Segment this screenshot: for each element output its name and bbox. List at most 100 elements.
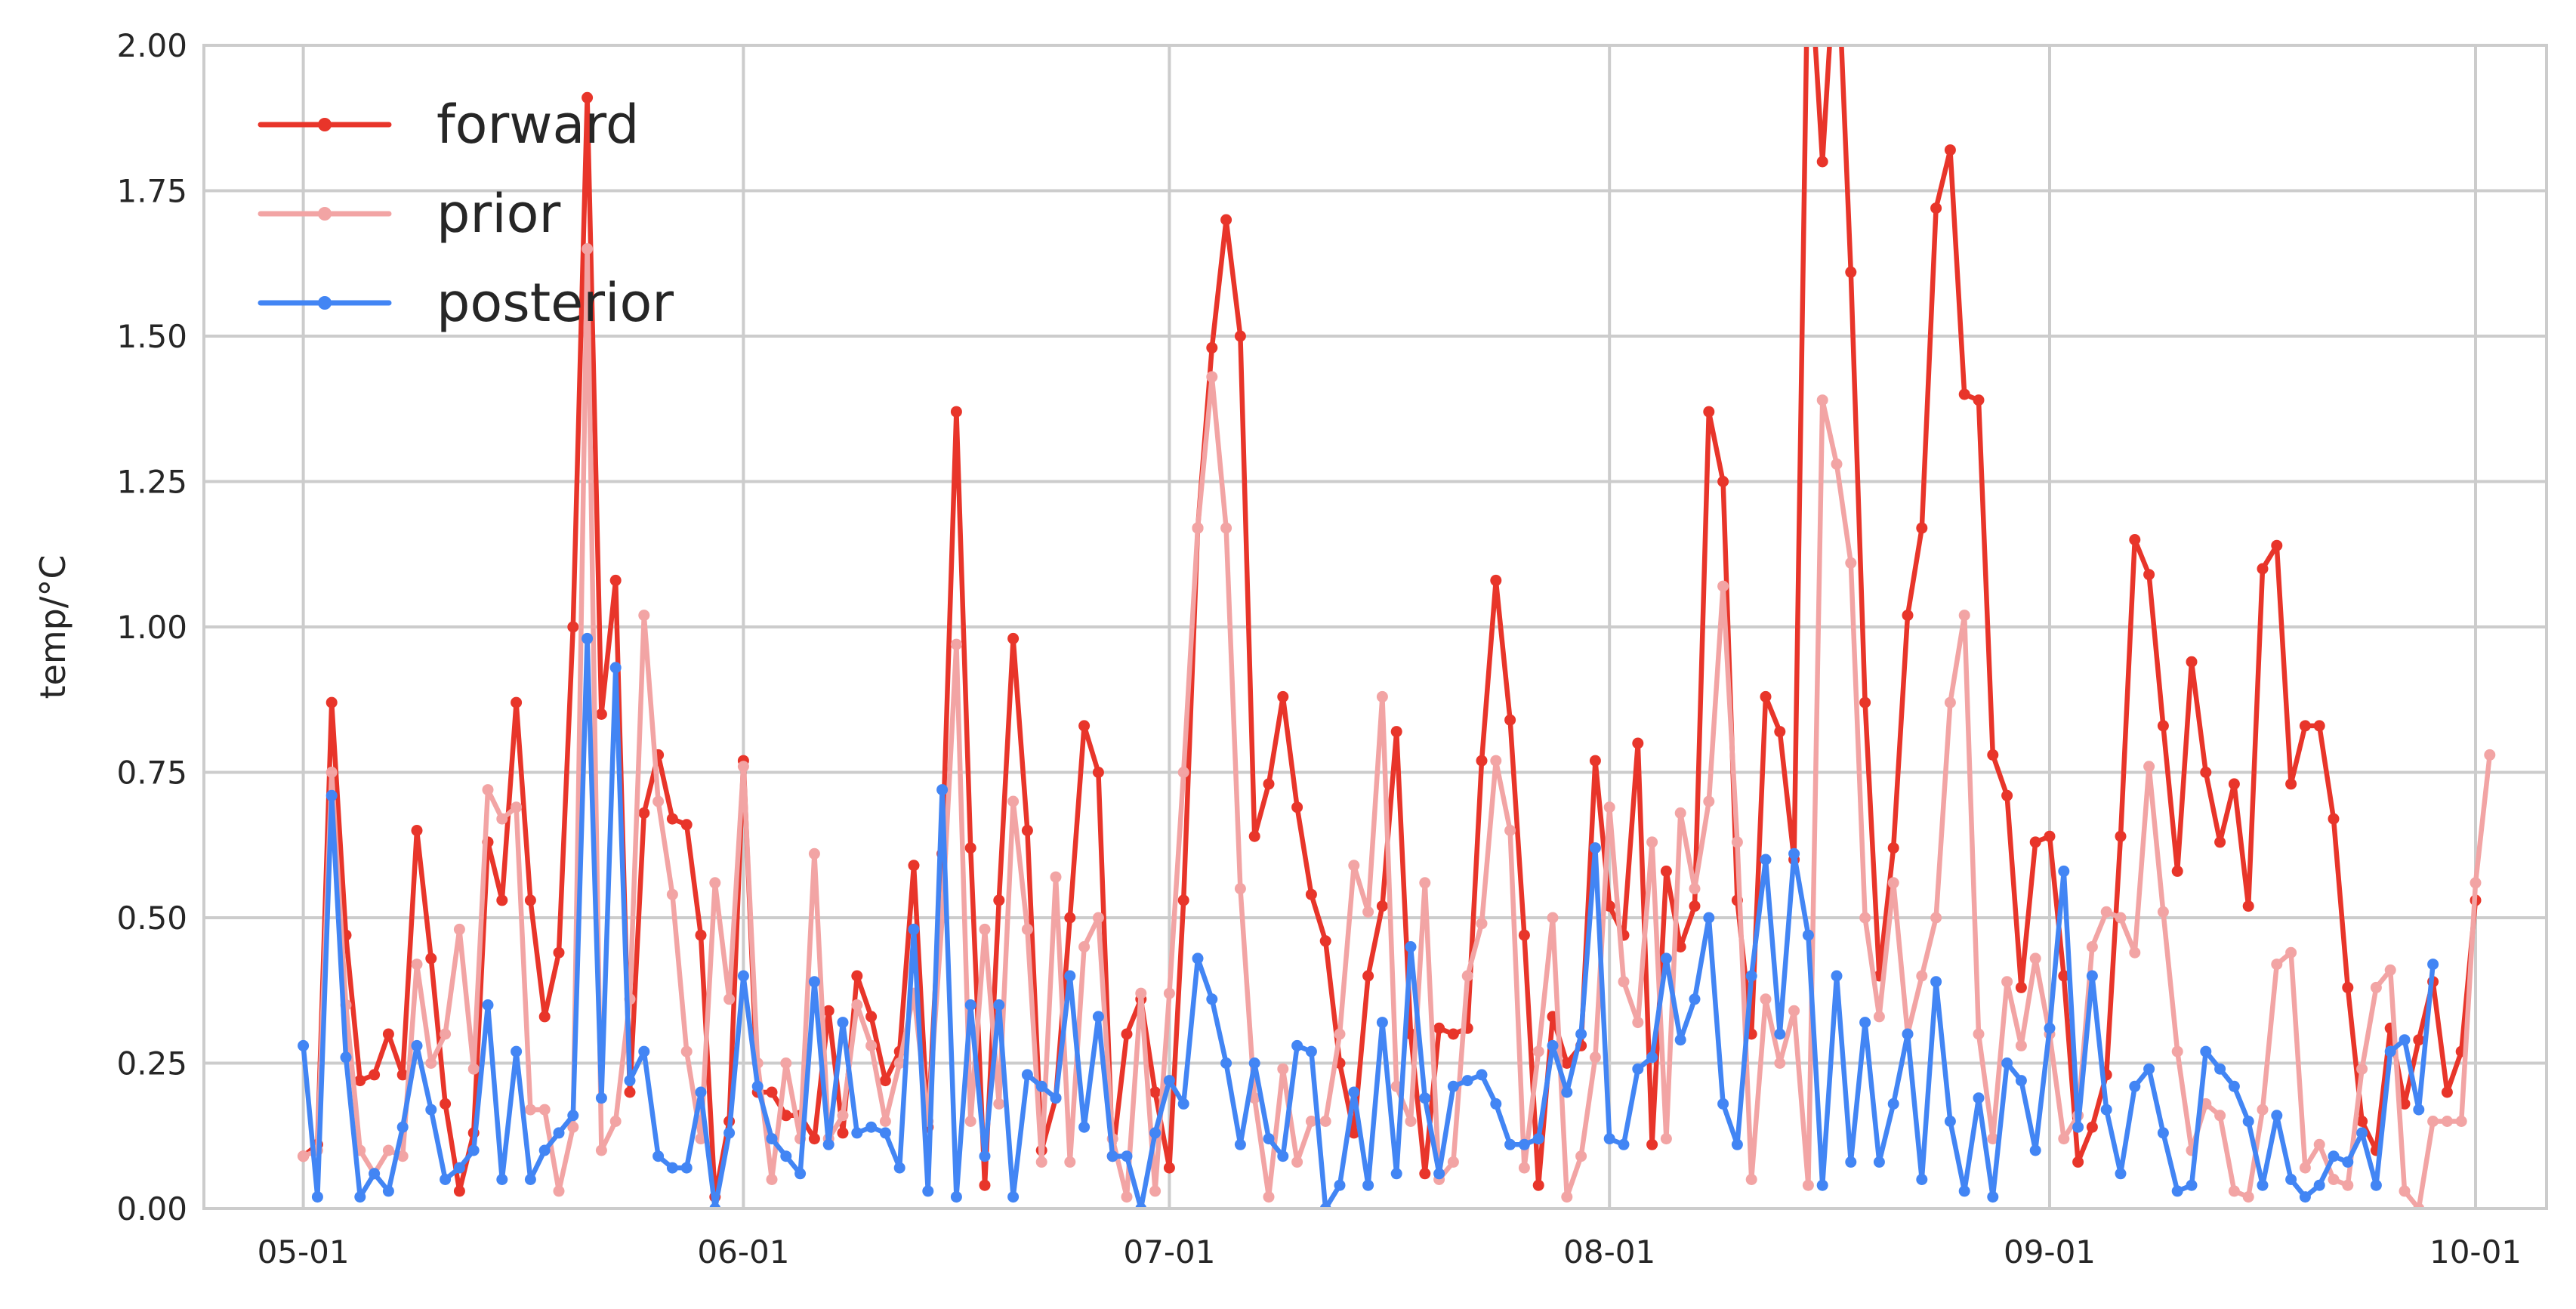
data-point-posterior — [1973, 1092, 1985, 1104]
data-point-forward — [1660, 865, 1672, 877]
data-point-forward — [2157, 720, 2169, 732]
data-point-prior — [893, 1057, 905, 1069]
data-point-posterior — [1490, 1098, 1502, 1110]
data-point-prior — [1050, 871, 1062, 883]
data-point-forward — [1930, 202, 1942, 215]
data-point-forward — [609, 574, 622, 586]
data-point-posterior — [879, 1127, 891, 1139]
data-point-forward — [453, 1185, 465, 1197]
data-point-posterior — [794, 1168, 807, 1180]
data-point-forward — [2058, 970, 2070, 982]
data-point-posterior — [1433, 1168, 1445, 1180]
legend-entry-prior: prior — [258, 183, 560, 245]
data-point-prior — [1078, 941, 1091, 952]
data-point-forward — [2257, 563, 2269, 575]
data-point-posterior — [1277, 1150, 1289, 1162]
data-point-forward — [1987, 749, 1999, 761]
data-point-posterior — [1802, 929, 1814, 941]
data-point-prior — [524, 1104, 536, 1116]
data-point-forward — [553, 946, 565, 959]
data-point-prior — [1177, 767, 1189, 778]
data-point-forward — [567, 621, 579, 633]
data-point-prior — [2271, 959, 2283, 971]
data-point-posterior — [1504, 1138, 1516, 1150]
data-point-prior — [1987, 1133, 1999, 1145]
data-point-posterior — [1603, 1133, 1615, 1145]
data-point-forward — [865, 1011, 878, 1023]
data-point-forward — [908, 860, 920, 872]
data-point-prior — [1674, 807, 1686, 819]
data-point-posterior — [2086, 970, 2098, 982]
data-point-posterior — [1206, 993, 1218, 1005]
data-point-posterior — [1859, 1017, 1871, 1029]
data-point-forward — [1447, 1028, 1459, 1040]
data-point-forward — [511, 696, 523, 709]
data-point-forward — [1390, 726, 1402, 738]
data-point-posterior — [1532, 1133, 1544, 1145]
data-point-forward — [2413, 1034, 2425, 1046]
data-point-posterior — [851, 1127, 863, 1139]
data-point-prior — [2100, 906, 2112, 918]
data-point-prior — [2129, 946, 2141, 959]
y-tick-label: 0.25 — [116, 1045, 187, 1082]
data-point-prior — [851, 999, 863, 1011]
data-point-forward — [411, 825, 423, 836]
data-point-forward — [1859, 696, 1871, 709]
data-point-forward — [1717, 476, 1729, 487]
data-point-forward — [837, 1127, 849, 1139]
x-tick-label: 05-01 — [258, 1233, 350, 1270]
data-point-posterior — [2129, 1080, 2141, 1092]
data-point-forward — [1206, 341, 1218, 353]
data-point-posterior — [1390, 1168, 1402, 1180]
data-point-posterior — [1078, 1121, 1091, 1133]
data-point-posterior — [1192, 952, 1204, 965]
data-point-posterior — [382, 1185, 394, 1197]
data-point-prior — [1859, 912, 1871, 924]
data-point-forward — [993, 894, 1005, 906]
y-tick-label: 1.00 — [116, 609, 187, 646]
data-point-forward — [1007, 632, 1020, 644]
data-point-prior — [1660, 1133, 1672, 1145]
x-tick-label: 07-01 — [1123, 1233, 1215, 1270]
data-point-prior — [1632, 1017, 1644, 1029]
data-point-prior — [1234, 883, 1246, 894]
data-point-posterior — [822, 1138, 835, 1150]
data-point-prior — [865, 1039, 878, 1051]
data-point-prior — [453, 923, 465, 935]
data-point-prior — [1334, 1028, 1346, 1040]
data-point-posterior — [567, 1110, 579, 1122]
data-point-forward — [1348, 1127, 1360, 1139]
data-point-prior — [1319, 1116, 1331, 1127]
data-point-prior — [595, 1144, 607, 1156]
data-point-forward — [582, 91, 594, 103]
data-point-forward — [524, 894, 536, 906]
data-point-prior — [652, 795, 665, 807]
data-point-posterior — [369, 1168, 381, 1180]
data-point-posterior — [950, 1191, 962, 1203]
data-point-forward — [979, 1179, 991, 1191]
data-point-posterior — [1476, 1069, 1488, 1081]
data-point-posterior — [2370, 1179, 2382, 1191]
data-point-forward — [1064, 912, 1076, 924]
legend-label: prior — [437, 183, 560, 245]
data-point-posterior — [2285, 1174, 2297, 1185]
data-point-prior — [2029, 952, 2041, 965]
data-point-posterior — [1575, 1028, 1587, 1040]
data-point-prior — [2328, 1174, 2340, 1185]
data-point-forward — [1703, 406, 1715, 418]
data-point-posterior — [425, 1104, 437, 1116]
data-point-posterior — [2115, 1168, 2127, 1180]
data-point-posterior — [467, 1144, 480, 1156]
data-point-posterior — [695, 1086, 707, 1098]
data-point-forward — [1149, 1086, 1162, 1098]
data-point-prior — [1802, 1179, 1814, 1191]
data-point-posterior — [993, 999, 1005, 1011]
data-point-prior — [1518, 1162, 1530, 1174]
x-tick-label: 08-01 — [1563, 1233, 1655, 1270]
data-point-forward — [2242, 900, 2254, 912]
data-point-posterior — [2001, 1057, 2013, 1069]
data-point-posterior — [1163, 1075, 1175, 1087]
data-point-forward — [2399, 1098, 2411, 1110]
data-point-forward — [1845, 266, 1857, 278]
data-point-forward — [325, 696, 338, 709]
